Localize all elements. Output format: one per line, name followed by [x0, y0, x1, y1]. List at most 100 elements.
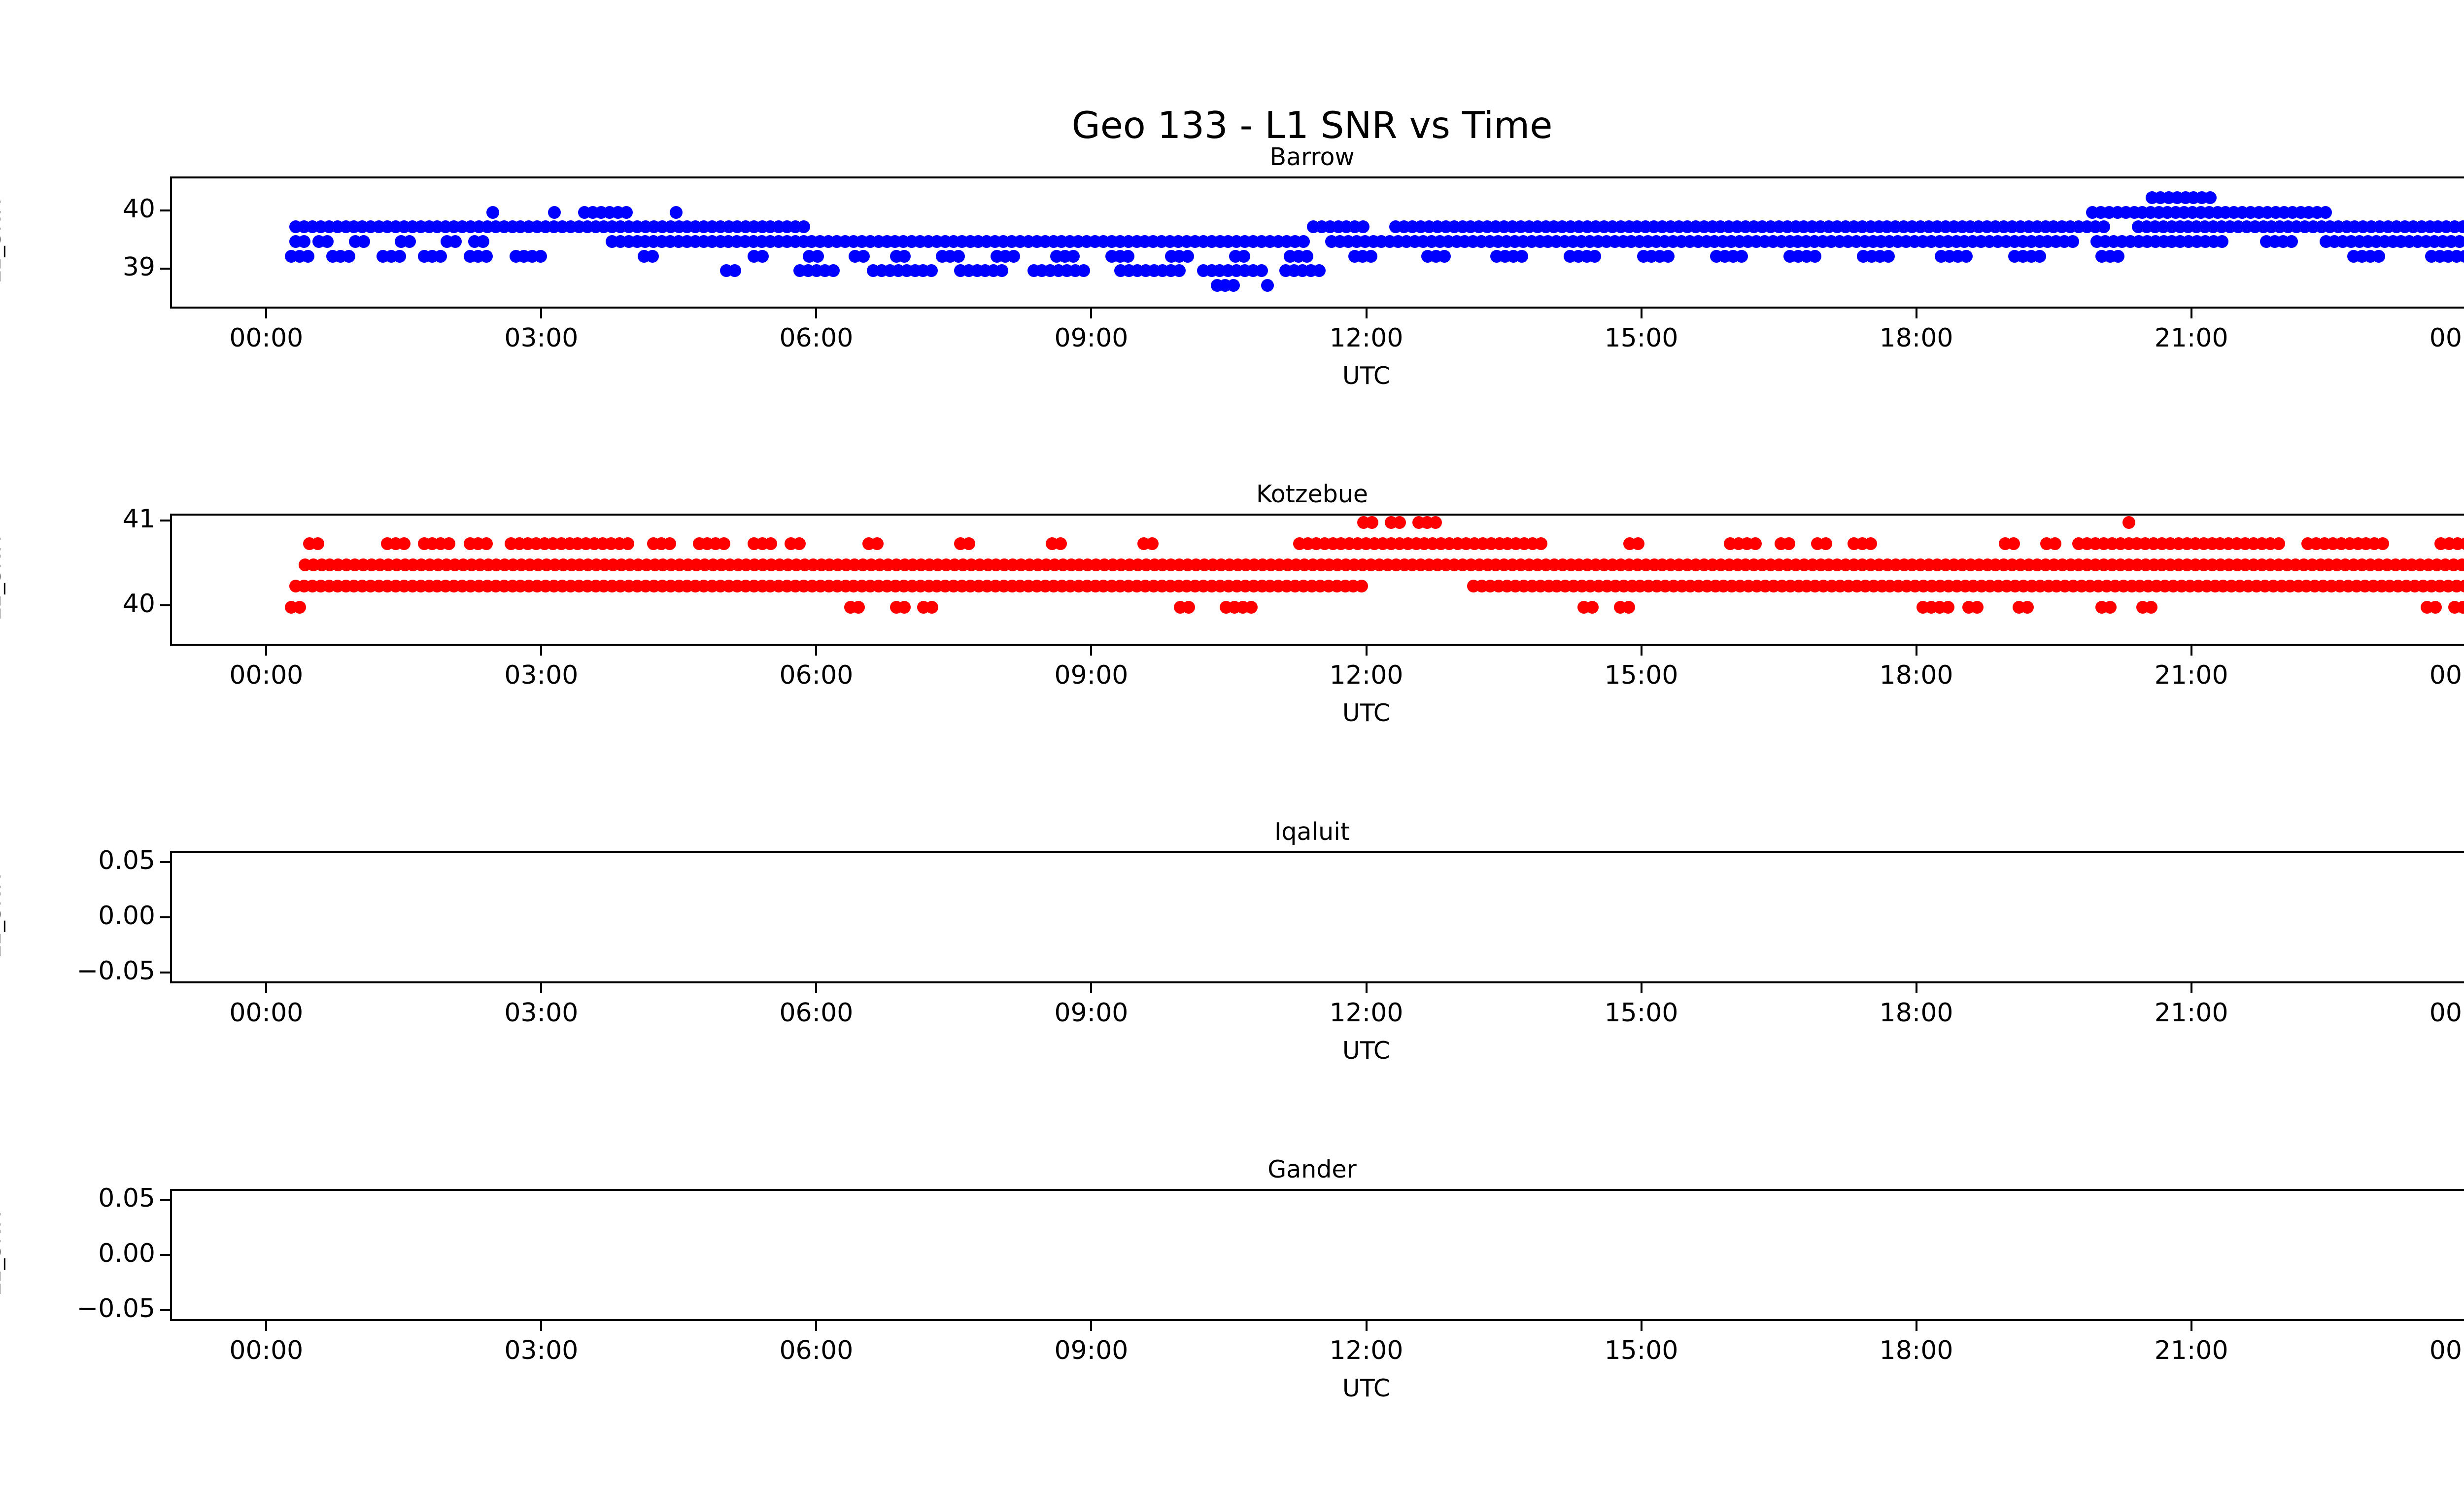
data-point: [797, 220, 811, 234]
data-point: [2459, 537, 2464, 550]
data-point: [1588, 249, 1602, 263]
data-point: [962, 537, 975, 550]
data-point: [2033, 249, 2046, 263]
y-axis-label: L1_SNR: [0, 1212, 6, 1296]
data-point: [1237, 249, 1250, 263]
data-point: [403, 235, 416, 248]
x-tick-mark: [1090, 1321, 1093, 1331]
data-point: [619, 206, 633, 219]
data-point: [357, 235, 370, 248]
data-point: [480, 249, 493, 263]
y-tick-label: 40: [122, 194, 155, 224]
data-point: [1393, 516, 1406, 529]
data-point: [1735, 249, 1748, 263]
data-point: [548, 206, 561, 219]
subplot-title-gander: Gander: [1267, 1155, 1357, 1183]
plot-area-barrow[interactable]: [170, 176, 2464, 309]
data-point: [2461, 235, 2464, 248]
data-point: [646, 249, 659, 263]
x-tick-label: 00:00: [2429, 1336, 2464, 1365]
data-point: [1172, 264, 1186, 278]
x-axis-label: UTC: [1342, 362, 1391, 390]
x-tick-mark: [815, 1321, 818, 1331]
y-tick-label: 0.00: [98, 1239, 155, 1268]
data-point: [2319, 206, 2332, 219]
data-point: [2066, 235, 2080, 248]
x-tick-mark: [1640, 309, 1643, 318]
plot-area-kotzebue[interactable]: [170, 514, 2464, 646]
data-point: [2112, 249, 2125, 263]
data-point: [486, 206, 500, 219]
data-point: [1007, 249, 1020, 263]
data-point: [925, 264, 938, 278]
data-point: [1959, 249, 1973, 263]
data-point: [1366, 516, 1379, 529]
data-point: [298, 235, 311, 248]
data-point: [2215, 235, 2228, 248]
y-tick-mark: [160, 1199, 170, 1201]
x-tick-label: 00:00: [229, 1336, 304, 1365]
data-point: [670, 206, 683, 219]
x-tick-label: 15:00: [1604, 1336, 1678, 1365]
x-tick-mark: [2190, 1321, 2192, 1331]
x-tick-mark: [265, 309, 268, 318]
data-point: [2285, 235, 2298, 248]
data-point: [1819, 537, 1832, 550]
data-point: [2453, 235, 2464, 248]
data-point: [1054, 537, 1067, 550]
data-point: [1864, 537, 1878, 550]
y-tick-label: −0.05: [76, 1293, 155, 1323]
x-tick-mark: [1090, 309, 1093, 318]
x-tick-mark: [540, 1321, 543, 1331]
data-point: [1227, 279, 1240, 292]
data-point: [1748, 537, 1762, 550]
data-point: [393, 249, 406, 263]
data-point: [534, 249, 548, 263]
x-axis-label: UTC: [1342, 1374, 1391, 1402]
data-point: [2122, 516, 2136, 529]
data-point: [311, 537, 324, 550]
data-point: [2204, 191, 2217, 205]
data-point: [301, 249, 314, 263]
x-tick-label: 21:00: [2154, 1336, 2228, 1365]
x-tick-label: 15:00: [1604, 323, 1678, 353]
data-point: [2272, 537, 2285, 550]
data-point: [1808, 249, 1821, 263]
data-point: [1429, 516, 1442, 529]
data-point: [718, 537, 731, 550]
data-point: [1077, 264, 1090, 278]
x-tick-label: 00:00: [229, 323, 304, 353]
plot-area-gander[interactable]: [170, 1189, 2464, 1321]
data-point: [1122, 249, 1135, 263]
data-point: [1882, 249, 1895, 263]
data-point: [826, 264, 840, 278]
data-point: [1066, 249, 1080, 263]
data-point: [764, 537, 777, 550]
data-point: [1631, 537, 1644, 550]
data-point: [621, 537, 634, 550]
x-tick-mark: [1640, 1321, 1643, 1331]
x-tick-label: 03:00: [504, 323, 579, 353]
x-tick-label: 06:00: [779, 1336, 854, 1365]
data-point: [1355, 579, 1369, 592]
data-point: [870, 537, 884, 550]
x-tick-label: 21:00: [2154, 323, 2228, 353]
data-point: [320, 235, 334, 248]
x-tick-label: 06:00: [779, 323, 854, 353]
data-point: [2458, 249, 2464, 263]
data-point: [434, 249, 447, 263]
x-tick-mark: [2190, 309, 2192, 318]
data-point: [1312, 264, 1326, 278]
data-point: [792, 537, 806, 550]
x-tick-mark: [265, 1321, 268, 1331]
data-point: [1365, 249, 1378, 263]
y-tick-mark: [160, 1254, 170, 1256]
data-point: [476, 235, 489, 248]
data-point: [397, 537, 411, 550]
data-point: [443, 537, 456, 550]
data-point: [952, 249, 965, 263]
x-tick-label: 18:00: [1879, 323, 1953, 353]
subplot-title-kotzebue: Kotzebue: [1256, 480, 1369, 508]
data-point: [2457, 220, 2464, 234]
